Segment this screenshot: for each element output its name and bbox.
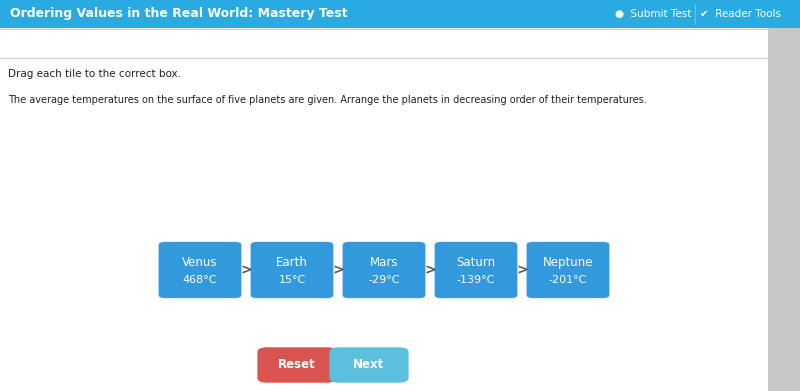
Text: >: > [240,263,252,277]
Text: ●  Submit Test: ● Submit Test [615,9,691,19]
FancyBboxPatch shape [330,347,409,383]
Text: 468°C: 468°C [182,275,218,285]
Text: Earth: Earth [276,256,308,269]
Text: Drag each tile to the correct box.: Drag each tile to the correct box. [8,69,181,79]
Text: The average temperatures on the surface of five planets are given. Arrange the p: The average temperatures on the surface … [8,95,646,105]
FancyBboxPatch shape [342,242,426,298]
Text: Mars: Mars [370,256,398,269]
FancyBboxPatch shape [250,242,334,298]
Text: Next: Next [354,359,385,371]
Text: -29°C: -29°C [368,275,400,285]
FancyBboxPatch shape [158,242,242,298]
Text: >: > [516,263,528,277]
Text: -201°C: -201°C [549,275,587,285]
FancyBboxPatch shape [434,242,518,298]
Text: >: > [332,263,344,277]
FancyBboxPatch shape [258,347,337,383]
Text: ✔  Reader Tools: ✔ Reader Tools [700,9,781,19]
Text: >: > [424,263,436,277]
Text: Ordering Values in the Real World: Mastery Test: Ordering Values in the Real World: Maste… [10,7,348,20]
FancyBboxPatch shape [0,0,800,28]
Text: -139°C: -139°C [457,275,495,285]
Text: 15°C: 15°C [278,275,306,285]
FancyBboxPatch shape [526,242,610,298]
Text: Reset: Reset [278,359,316,371]
Text: Saturn: Saturn [457,256,495,269]
Text: Neptune: Neptune [542,256,594,269]
FancyBboxPatch shape [768,28,800,391]
Text: Venus: Venus [182,256,218,269]
FancyBboxPatch shape [0,28,768,391]
